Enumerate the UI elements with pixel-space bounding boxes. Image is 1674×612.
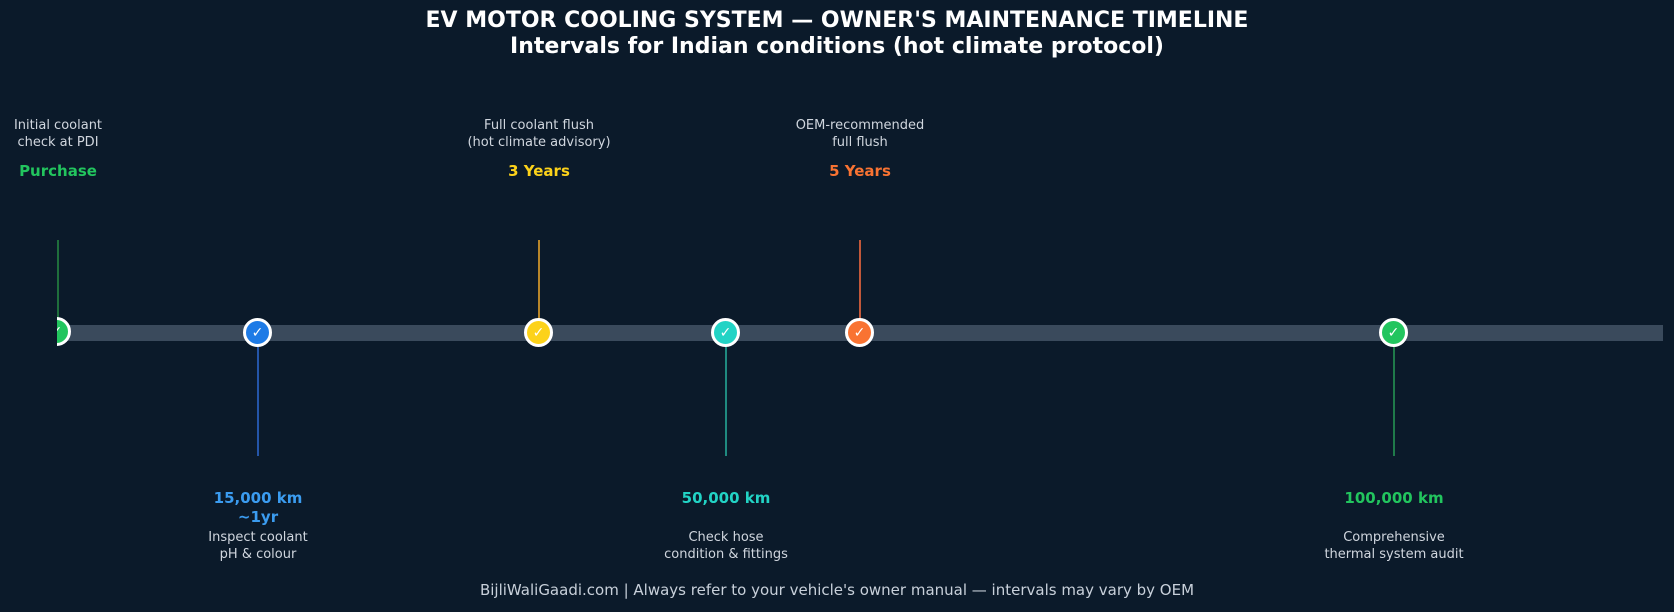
milestone-desc-line2: full flush (832, 135, 888, 150)
milestone-key: 100,000 km (1344, 489, 1444, 507)
stem-100000km (1393, 341, 1395, 456)
milestone-desc-line1: OEM-recommended (795, 118, 925, 133)
check-icon: ✓ (532, 324, 545, 341)
milestone-node-15000km: ✓ (243, 318, 272, 347)
milestone-node-5years: ✓ (845, 318, 874, 347)
milestone-desc-line2: thermal system audit (1324, 547, 1464, 562)
milestone-key: 15,000 km (213, 489, 303, 507)
milestone-desc-line1: Comprehensive (1343, 530, 1445, 545)
milestone-desc-line1: Inspect coolant (208, 530, 308, 545)
milestone-node-100000km: ✓ (1379, 318, 1408, 347)
stem-5years (859, 240, 861, 325)
milestone-key: 5 Years (829, 162, 891, 180)
milestone-label-15000km: 15,000 km ~1yr Inspect coolant pH & colo… (148, 489, 368, 563)
milestone-key: Purchase (19, 162, 97, 180)
milestone-desc-line1: Initial coolant (13, 118, 103, 133)
check-icon: ✓ (1387, 324, 1400, 341)
milestone-label-5years: OEM-recommended full flush 5 Years (750, 117, 970, 181)
stem-purchase (57, 240, 59, 325)
diagram-title: EV MOTOR COOLING SYSTEM — OWNER'S MAINTE… (425, 8, 1249, 33)
milestone-key: 50,000 km (681, 489, 771, 507)
milestone-label-100000km: 100,000 km Comprehensive thermal system … (1284, 489, 1504, 563)
check-icon: ✓ (719, 324, 732, 341)
milestone-node-purchase: ✓ (57, 317, 71, 346)
footer-note: BijliWaliGaadi.com | Always refer to you… (479, 581, 1195, 599)
milestone-label-50000km: 50,000 km Check hose condition & fitting… (616, 489, 836, 563)
check-icon: ✓ (853, 324, 866, 341)
milestone-label-3years: Full coolant flush (hot climate advisory… (429, 117, 649, 181)
check-icon: ✓ (57, 324, 62, 340)
stem-3years (538, 240, 540, 325)
milestone-key-line2: ~1yr (237, 508, 279, 526)
milestone-desc-line1: Check hose (688, 530, 764, 545)
milestone-desc-line2: pH & colour (219, 547, 297, 562)
milestone-key: 3 Years (508, 162, 570, 180)
check-icon: ✓ (251, 324, 264, 341)
milestone-label-purchase: Initial coolant check at PDI Purchase (0, 117, 168, 181)
stem-50000km (725, 341, 727, 456)
milestone-desc-line2: condition & fittings (664, 547, 788, 562)
milestone-node-3years: ✓ (524, 318, 553, 347)
stem-15000km (257, 341, 259, 456)
milestone-desc-line1: Full coolant flush (484, 118, 594, 133)
milestone-desc-line2: check at PDI (17, 135, 99, 150)
node-purchase-clip: ✓ (57, 300, 87, 370)
milestone-node-50000km: ✓ (711, 318, 740, 347)
milestone-desc-line2: (hot climate advisory) (467, 135, 611, 150)
diagram-subtitle: Intervals for Indian conditions (hot cli… (510, 34, 1164, 59)
